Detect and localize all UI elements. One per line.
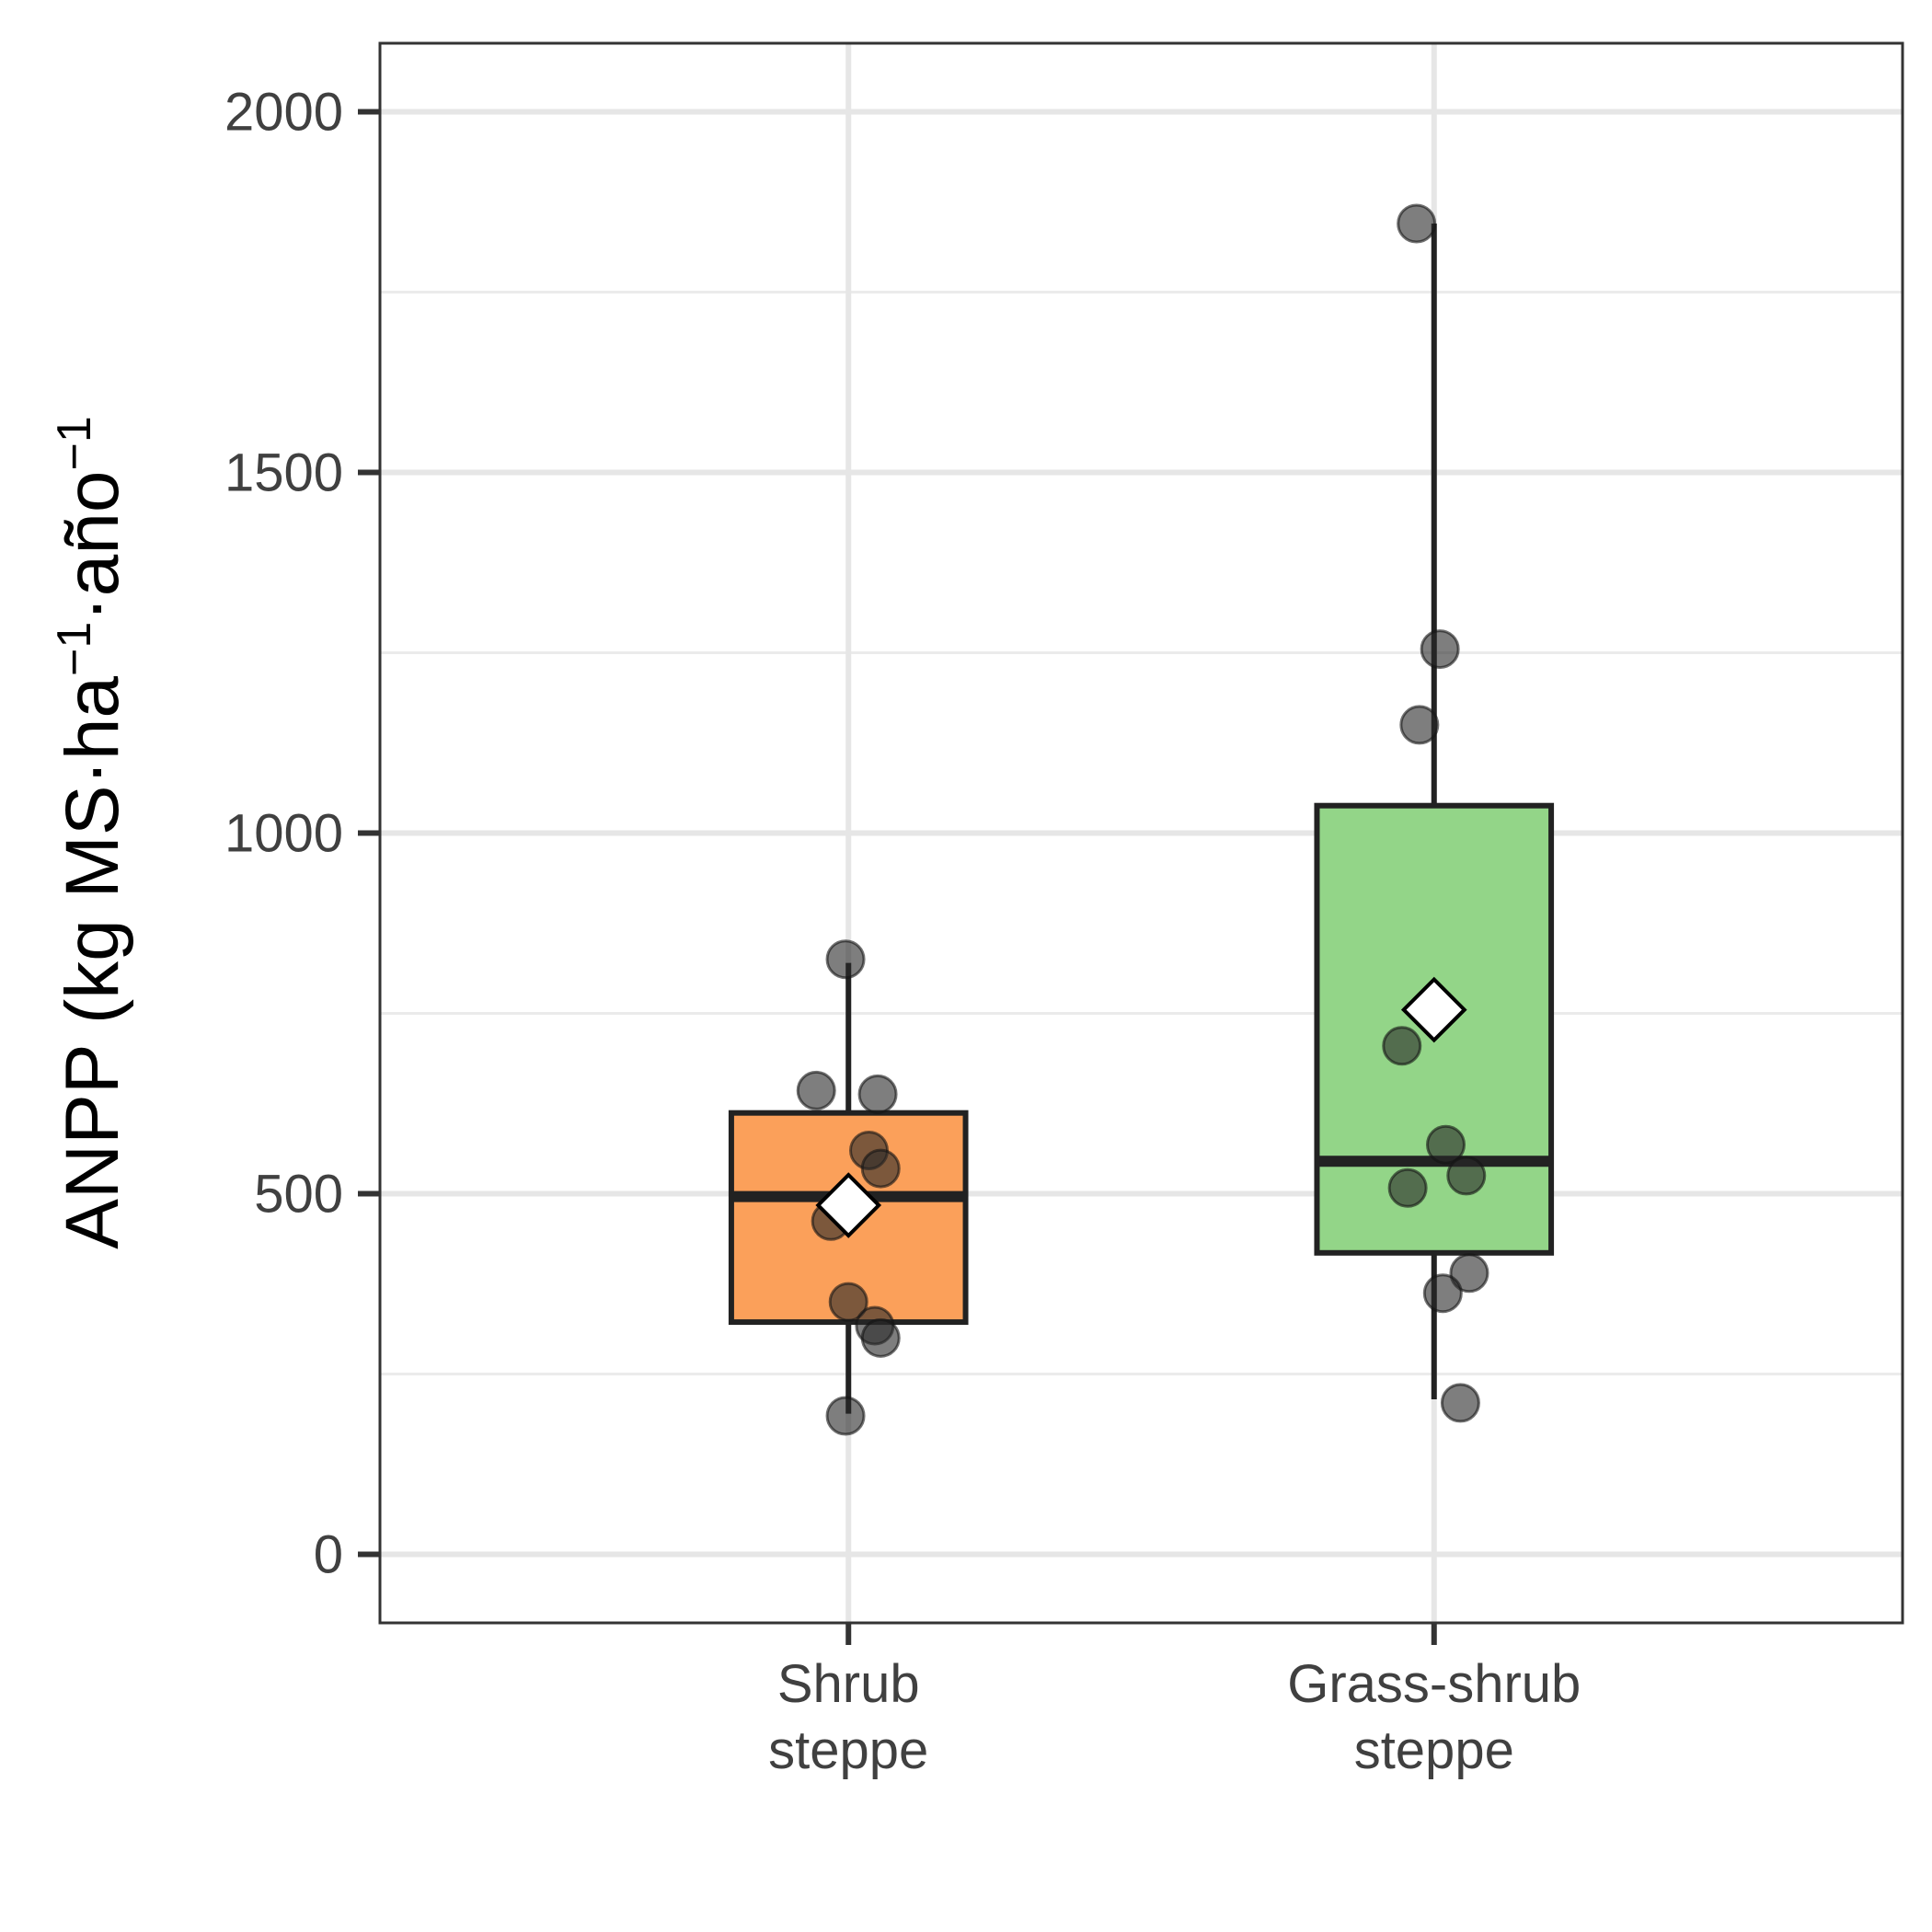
data-point xyxy=(828,1282,868,1322)
y-tick-label: 0 xyxy=(314,1525,343,1585)
x-tick-label: Shrub steppe xyxy=(768,1654,928,1780)
data-point xyxy=(1397,203,1437,244)
y-tick-label: 500 xyxy=(254,1165,343,1225)
data-point xyxy=(1449,1253,1489,1294)
y-tick-label: 1500 xyxy=(224,443,343,502)
data-point xyxy=(1399,705,1440,745)
data-point xyxy=(860,1148,901,1189)
y-axis-title: ANPP (kg MS·ha−1·año−1 xyxy=(48,416,134,1249)
data-points xyxy=(796,203,1489,1436)
y-tick-label: 2000 xyxy=(224,82,343,142)
mean-markers xyxy=(815,976,1467,1238)
x-tick-label-line: steppe xyxy=(1354,1720,1514,1780)
data-point xyxy=(1440,1383,1480,1423)
data-point xyxy=(1420,629,1460,670)
x-tick-label-line: Shrub xyxy=(777,1654,920,1714)
x-tick-label-line: Grass-shrub xyxy=(1287,1654,1581,1714)
x-tick-label-line: steppe xyxy=(768,1720,928,1780)
mean-marker xyxy=(1400,976,1467,1043)
x-tick-label: Grass-shrub steppe xyxy=(1287,1654,1581,1780)
data-point xyxy=(825,1396,866,1436)
data-point xyxy=(825,939,866,980)
data-point xyxy=(1422,1273,1463,1314)
data-point xyxy=(1446,1156,1487,1196)
mean-marker xyxy=(815,1172,882,1238)
y-tick-label: 1000 xyxy=(224,804,343,864)
data-point xyxy=(796,1070,836,1110)
data-point xyxy=(1426,1124,1466,1165)
data-point xyxy=(857,1074,898,1114)
data-point xyxy=(1387,1167,1428,1208)
data-point xyxy=(860,1317,901,1358)
data-point xyxy=(1382,1026,1422,1066)
